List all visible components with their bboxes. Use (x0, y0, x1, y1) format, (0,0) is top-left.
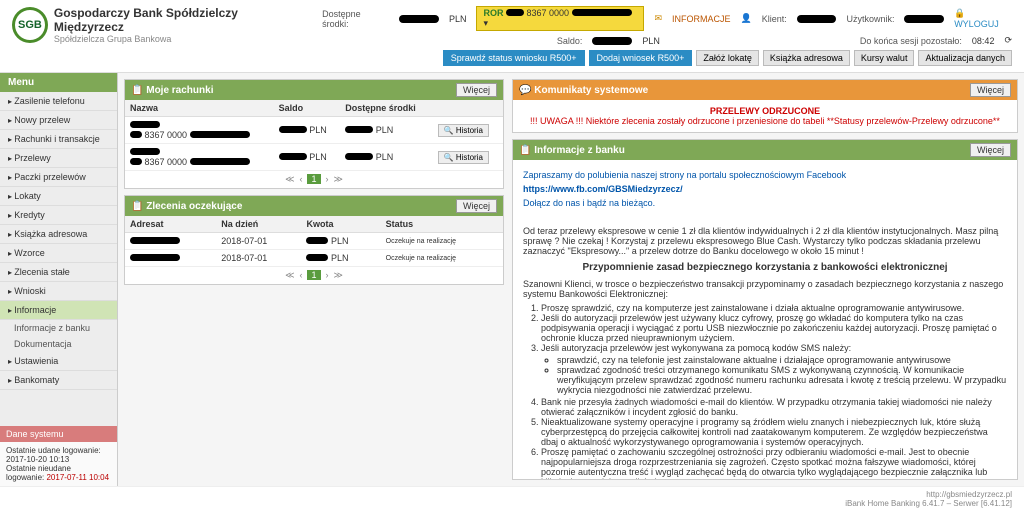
security-intro: Szanowni Klienci, w trosce o bezpieczeńs… (523, 279, 1007, 299)
footer: http://gbsmiedzyrzecz.pl iBank Home Bank… (0, 486, 1024, 511)
btn-rates[interactable]: Kursy walut (854, 50, 915, 66)
client-value (797, 15, 837, 23)
info-more[interactable]: Więcej (970, 143, 1011, 157)
menu-phone-topup[interactable]: Zasilenie telefonu (0, 92, 117, 111)
account-row[interactable]: 8367 0000 PLN PLN 🔍 Historia (125, 117, 503, 144)
system-data-body: Ostatnie udane logowanie: 2017-10-20 10:… (0, 442, 117, 486)
account-selector[interactable]: ROR 8367 0000 ▾ (476, 6, 644, 31)
menu-transfers[interactable]: Przelewy (0, 149, 117, 168)
menu-batches[interactable]: Paczki przelewów (0, 168, 117, 187)
btn-deposit[interactable]: Załóż lokatę (696, 50, 759, 66)
accounts-more[interactable]: Więcej (456, 83, 497, 97)
info-icon: ✉ (654, 13, 662, 24)
fb-url[interactable]: https://www.fb.com/GBSMiedzyrzecz/ (523, 184, 1007, 194)
menu-deposits[interactable]: Lokaty (0, 187, 117, 206)
balance-label: Saldo: (557, 36, 583, 46)
pending-row[interactable]: 2018-07-01 PLN Oczekuje na realizację (125, 250, 503, 267)
menu-credits[interactable]: Kredyty (0, 206, 117, 225)
menu-standing[interactable]: Zlecenia stałe (0, 263, 117, 282)
pending-title: 📋 Zlecenia oczekujące (131, 201, 242, 212)
menu-new-transfer[interactable]: Nowy przelew (0, 111, 117, 130)
client-icon: 👤 (741, 13, 752, 24)
pending-table: AdresatNa dzieńKwotaStatus 2018-07-01 PL… (125, 216, 503, 267)
currency: PLN (449, 14, 467, 24)
footer-version: iBank Home Banking 6.41.7 – Serwer [6.41… (12, 499, 1012, 508)
accounts-panel: 📋 Moje rachunki Więcej NazwaSaldoDostępn… (124, 79, 504, 189)
alert-text: !!! UWAGA !!! Niektóre zlecenia zostały … (519, 116, 1011, 126)
accounts-table: NazwaSaldoDostępne środki 8367 0000 PLN … (125, 100, 503, 171)
pending-more[interactable]: Więcej (456, 199, 497, 213)
bank-subtitle: Spółdzielcza Grupa Bankowa (54, 34, 310, 44)
user-value (904, 15, 944, 23)
fb-join: Dołącz do nas i bądź na bieżąco. (523, 198, 1007, 208)
footer-url[interactable]: http://gbsmiedzyrzecz.pl (12, 490, 1012, 499)
menu-accounts[interactable]: Rachunki i transakcje (0, 130, 117, 149)
balance-value (592, 37, 632, 45)
security-rules: Proszę sprawdzić, czy na komputerze jest… (523, 303, 1007, 479)
user-label: Użytkownik: (846, 14, 894, 24)
currency2: PLN (642, 36, 660, 46)
info-title: 📋 Informacje z banku (519, 145, 625, 156)
header: SGB Gospodarczy Bank Spółdzielczy Między… (0, 0, 1024, 73)
menu-title: Menu (0, 73, 117, 92)
menu-information[interactable]: Informacje (0, 301, 117, 320)
fb-invite: Zapraszamy do polubienia naszej strony n… (523, 170, 1007, 180)
alert-heading: PRZELEWY ODRZUCONE (519, 106, 1011, 116)
menu-atms[interactable]: Bankomaty (0, 371, 117, 390)
sidebar: Menu Zasilenie telefonu Nowy przelew Rac… (0, 73, 118, 486)
info-link[interactable]: INFORMACJE (672, 14, 731, 24)
session-label: Do końca sesji pozostało: (860, 36, 962, 46)
info-panel: 📋 Informacje z banku Więcej Zapraszamy d… (512, 139, 1018, 480)
history-button[interactable]: 🔍 Historia (438, 151, 489, 164)
client-label: Klient: (762, 14, 787, 24)
accounts-pager[interactable]: ≪ ‹ 1 › ≫ (125, 171, 503, 188)
submenu-docs[interactable]: Dokumentacja (0, 336, 117, 352)
alerts-title: 💬 Komunikaty systemowe (519, 85, 648, 96)
refresh-icon[interactable]: ⟳ (1004, 35, 1012, 46)
security-title: Przypomnienie zasad bezpiecznego korzyst… (523, 262, 1007, 273)
btn-add-r500[interactable]: Dodaj wniosek R500+ (589, 50, 693, 66)
logo-icon: SGB (12, 7, 48, 43)
pending-pager[interactable]: ≪ ‹ 1 › ≫ (125, 267, 503, 284)
pending-row[interactable]: 2018-07-01 PLN Oczekuje na realizację (125, 233, 503, 250)
menu-addressbook[interactable]: Książka adresowa (0, 225, 117, 244)
menu-settings[interactable]: Ustawienia (0, 352, 117, 371)
info-body: Zapraszamy do polubienia naszej strony n… (513, 160, 1017, 479)
btn-update[interactable]: Aktualizacja danych (918, 50, 1012, 66)
menu-templates[interactable]: Wzorce (0, 244, 117, 263)
available-value (399, 15, 439, 23)
menu-applications[interactable]: Wnioski (0, 282, 117, 301)
alerts-more[interactable]: Więcej (970, 83, 1011, 97)
session-time: 08:42 (972, 36, 995, 46)
account-row[interactable]: 8367 0000 PLN PLN 🔍 Historia (125, 144, 503, 171)
logo: SGB Gospodarczy Bank Spółdzielczy Między… (12, 6, 310, 44)
history-button[interactable]: 🔍 Historia (438, 124, 489, 137)
btn-addressbook[interactable]: Książka adresowa (763, 50, 850, 66)
available-label: Dostępne środki: (322, 9, 389, 29)
accounts-title: 📋 Moje rachunki (131, 85, 213, 96)
logout-link[interactable]: 🔒 WYLOGUJ (954, 8, 1012, 29)
bank-name: Gospodarczy Bank Spółdzielczy Międzyrzec… (54, 6, 310, 34)
btn-status-r500[interactable]: Sprawdź status wniosku R500+ (443, 50, 585, 66)
submenu-bank-info[interactable]: Informacje z banku (0, 320, 117, 336)
express-info: Od teraz przelewy ekspresowe w cenie 1 z… (523, 226, 1007, 256)
pending-panel: 📋 Zlecenia oczekujące Więcej AdresatNa d… (124, 195, 504, 285)
system-data-title: Dane systemu (0, 426, 117, 442)
alerts-panel: 💬 Komunikaty systemowe Więcej PRZELEWY O… (512, 79, 1018, 133)
